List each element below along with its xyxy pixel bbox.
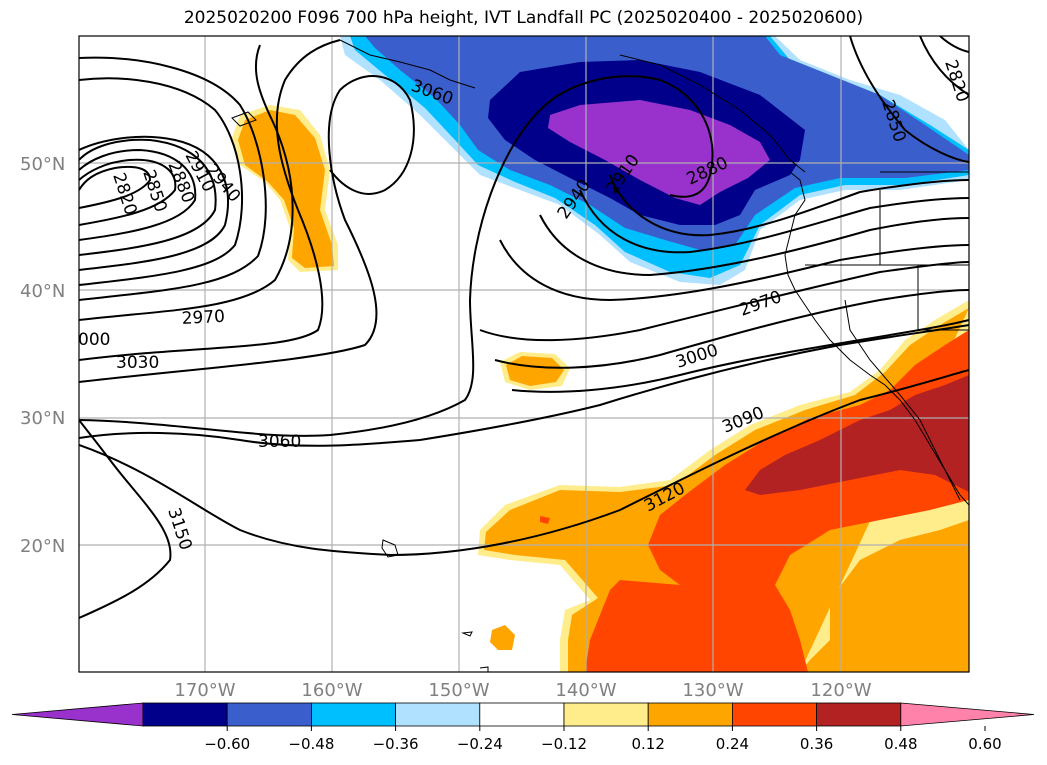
colorbar-tick-label: −0.12 bbox=[541, 735, 587, 753]
lon-label-140w: 140°W bbox=[555, 680, 616, 701]
lat-label-20n: 20°N bbox=[20, 536, 65, 557]
colorbar-segment bbox=[816, 702, 902, 727]
lon-label-150w: 150°W bbox=[428, 680, 489, 701]
map-title: 2025020200 F096 700 hPa height, IVT Land… bbox=[183, 8, 864, 28]
map-panel: 3060 2820 2850 2880 2910 2940 2970 3030 … bbox=[78, 36, 969, 672]
colorbar-extend-low bbox=[11, 702, 144, 727]
colorbar-segment bbox=[310, 702, 396, 727]
contour-label: 3030 bbox=[116, 353, 159, 373]
colorbar-segment bbox=[647, 702, 733, 727]
colorbar-segment bbox=[226, 702, 312, 727]
map-frame bbox=[78, 35, 970, 673]
colorbar-extend-high bbox=[900, 702, 1035, 727]
colorbar-tick-label: −0.36 bbox=[373, 735, 419, 753]
lat-label-30n: 30°N bbox=[20, 408, 65, 429]
colorbar-tick-label: 0.48 bbox=[884, 735, 917, 753]
colorbar-tick-label: 0.12 bbox=[631, 735, 664, 753]
colorbar-ticks: −0.60 −0.48 −0.36 −0.24 −0.12 0.12 0.24 0.36 0.4… bbox=[204, 726, 1002, 753]
colorbar-segment bbox=[395, 702, 481, 727]
lat-label-50n: 50°N bbox=[20, 154, 65, 175]
longitude-labels: 170°W 160°W 150°W 140°W 130°W 120°W bbox=[174, 680, 871, 701]
lon-label-170w: 170°W bbox=[174, 680, 235, 701]
graticule bbox=[79, 36, 969, 672]
colorbar-tick-label: −0.24 bbox=[457, 735, 503, 753]
lon-label-160w: 160°W bbox=[301, 680, 362, 701]
colorbar-segment bbox=[479, 702, 565, 727]
colorbar-tick-label: −0.48 bbox=[288, 735, 334, 753]
positive-ivt-shading bbox=[232, 105, 969, 672]
colorbar-tick-label: 0.60 bbox=[968, 735, 1001, 753]
latitude-labels: 50°N 40°N 30°N 20°N bbox=[20, 154, 65, 557]
lon-label-120w: 120°W bbox=[810, 680, 871, 701]
colorbar-segment bbox=[732, 702, 818, 727]
colorbar-tick-label: 0.36 bbox=[800, 735, 833, 753]
colorbar-segment bbox=[563, 702, 649, 727]
lat-label-40n: 40°N bbox=[20, 281, 65, 302]
colorbar-tick-label: −0.60 bbox=[204, 735, 250, 753]
colorbar-tick-label: 0.24 bbox=[716, 735, 749, 753]
colorbar-segment bbox=[142, 702, 228, 727]
contour-label: 000 bbox=[78, 330, 110, 350]
contour-label: 2970 bbox=[181, 307, 225, 329]
contour-label: 3060 bbox=[258, 432, 301, 452]
lon-label-130w: 130°W bbox=[682, 680, 743, 701]
colorbar bbox=[11, 702, 1035, 727]
height-contours bbox=[79, 36, 969, 619]
